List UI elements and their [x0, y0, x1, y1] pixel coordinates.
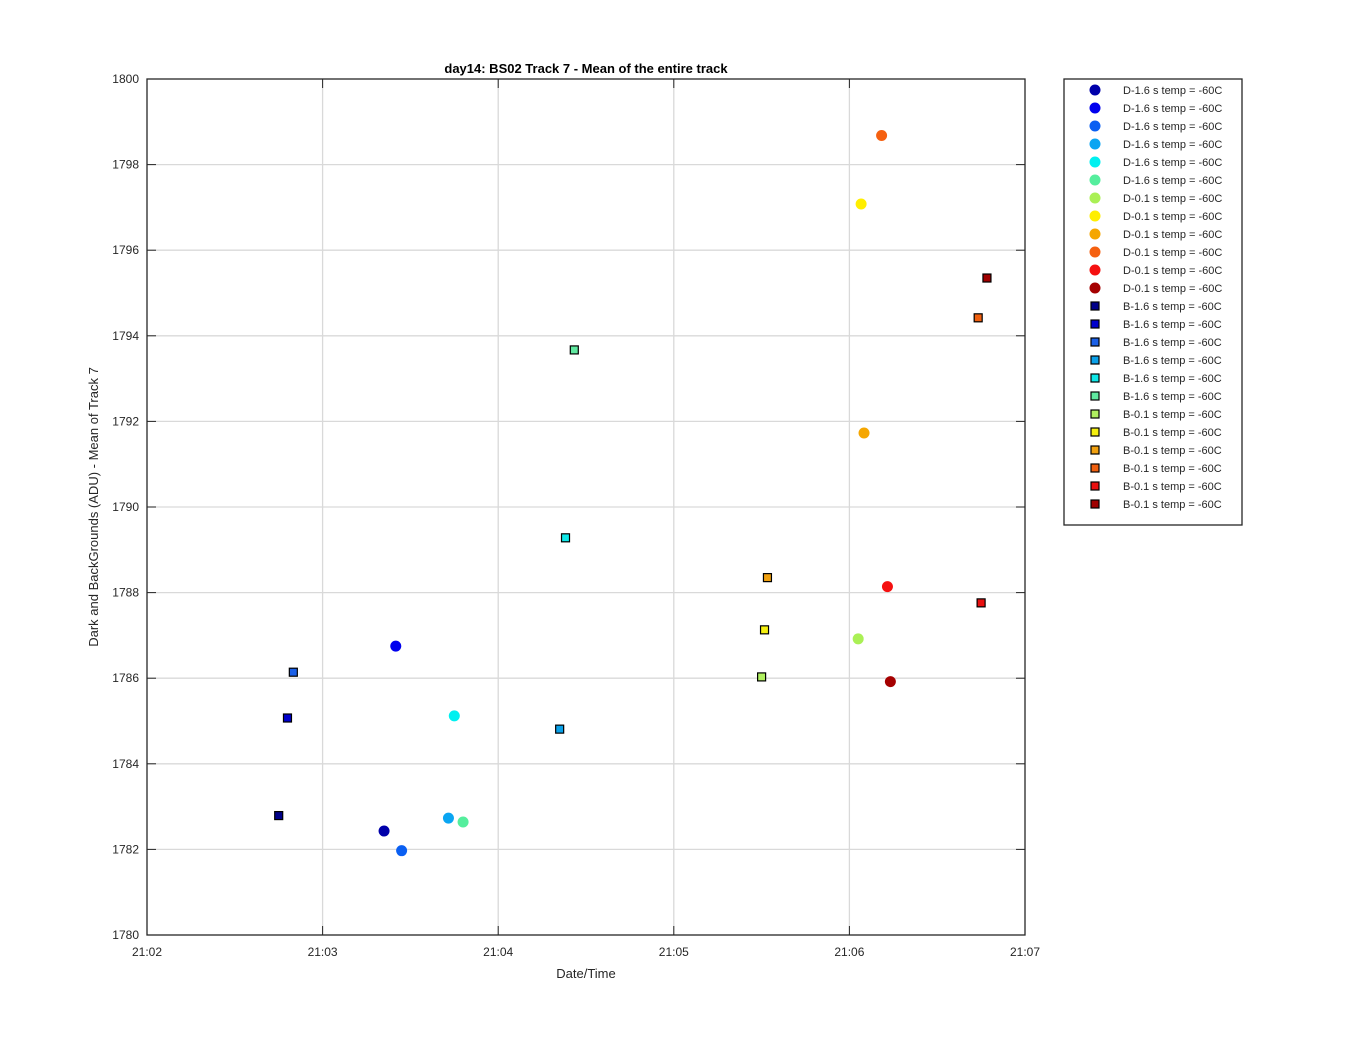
legend-entry: B-1.6 s temp = -60C: [1123, 373, 1222, 385]
legend-entry: B-1.6 s temp = -60C: [1123, 337, 1222, 349]
legend-entry: D-1.6 s temp = -60C: [1123, 157, 1222, 169]
data-point: [569, 345, 579, 355]
legend-marker: [1089, 228, 1101, 240]
data-point: [756, 672, 767, 682]
x-tick-label: 21:03: [308, 945, 338, 959]
data-point: [973, 313, 983, 323]
y-tick-label: 1792: [112, 414, 139, 428]
legend-marker: [1090, 481, 1100, 491]
data-point: [282, 713, 293, 723]
y-tick-label: 1800: [112, 72, 139, 86]
data-point: [759, 625, 770, 635]
data-point: [378, 825, 390, 837]
data-point: [876, 129, 888, 141]
y-tick-label: 1786: [112, 671, 139, 685]
legend-entry: D-1.6 s temp = -60C: [1123, 139, 1222, 151]
legend-entry: B-1.6 s temp = -60C: [1123, 391, 1222, 403]
data-point: [274, 810, 284, 821]
axis-ticks: 21:02 21:03 21:04 21:05 21:06 21:07 1780 1782 17…: [112, 72, 1040, 959]
data-point: [976, 598, 986, 608]
legend-entry: D-0.1 s temp = -60C: [1123, 247, 1222, 259]
legend-marker: [1089, 210, 1101, 222]
data-point: [982, 273, 992, 283]
legend-marker: [1089, 174, 1101, 186]
data-point: [442, 812, 454, 824]
x-axis-label: Date/Time: [556, 966, 615, 981]
data-point: [390, 640, 402, 652]
legend-entry: B-0.1 s temp = -60C: [1123, 427, 1222, 439]
y-tick-label: 1780: [112, 928, 139, 942]
legend-marker: [1089, 84, 1101, 96]
legend-entry: D-0.1 s temp = -60C: [1123, 265, 1222, 277]
plot-frame: [146, 78, 1026, 936]
legend-entry: B-0.1 s temp = -60C: [1123, 463, 1222, 475]
data-point: [762, 573, 773, 583]
legend-marker: [1090, 301, 1100, 311]
legend-marker: [1090, 319, 1100, 329]
y-tick-label: 1794: [112, 329, 139, 343]
legend-entry: D-0.1 s temp = -60C: [1123, 211, 1222, 223]
legend: D-1.6 s temp = -60C D-1.6 s temp = -60C D-…: [1063, 78, 1243, 526]
legend-entry: D-1.6 s temp = -60C: [1123, 103, 1222, 115]
y-tick-label: 1788: [112, 586, 139, 600]
legend-entry: B-0.1 s temp = -60C: [1123, 445, 1222, 457]
legend-marker: [1090, 391, 1100, 401]
legend-marker: [1089, 192, 1101, 204]
y-tick-label: 1790: [112, 500, 139, 514]
data-point: [858, 427, 870, 439]
legend-marker: [1090, 355, 1100, 365]
y-tick-label: 1782: [112, 842, 139, 856]
data-point: [560, 533, 571, 543]
x-tick-label: 21:04: [483, 945, 513, 959]
data-point: [852, 633, 864, 645]
legend-entry: B-1.6 s temp = -60C: [1123, 319, 1222, 331]
legend-marker: [1089, 102, 1101, 114]
legend-entry: D-1.6 s temp = -60C: [1123, 121, 1222, 133]
legend-entry: D-1.6 s temp = -60C: [1123, 175, 1222, 187]
legend-entry: B-1.6 s temp = -60C: [1123, 301, 1222, 313]
legend-marker: [1089, 282, 1101, 294]
legend-marker: [1090, 499, 1100, 509]
y-tick-label: 1796: [112, 243, 139, 257]
data-point: [881, 581, 893, 593]
data-point: [457, 816, 469, 828]
data-point: [555, 724, 565, 734]
legend-marker: [1089, 246, 1101, 258]
legend-marker: [1090, 463, 1100, 473]
legend-entry: B-0.1 s temp = -60C: [1123, 499, 1222, 511]
legend-entry: B-0.1 s temp = -60C: [1123, 481, 1222, 493]
legend-entry: D-0.1 s temp = -60C: [1123, 193, 1222, 205]
legend-entry: B-0.1 s temp = -60C: [1123, 409, 1222, 421]
legend-marker: [1089, 264, 1101, 276]
legend-entry: D-1.6 s temp = -60C: [1123, 85, 1222, 97]
data-point: [855, 198, 867, 210]
y-tick-label: 1784: [112, 757, 139, 771]
x-tick-label: 21:05: [659, 945, 689, 959]
legend-marker: [1090, 409, 1100, 419]
legend-marker: [1090, 373, 1100, 383]
data-point: [288, 667, 298, 677]
data-points: [274, 129, 992, 857]
legend-marker: [1089, 156, 1101, 168]
y-tick-label: 1798: [112, 158, 139, 172]
legend-entry: D-0.1 s temp = -60C: [1123, 229, 1222, 241]
legend-marker: [1090, 337, 1100, 347]
data-point: [884, 676, 896, 688]
grid-lines: [147, 79, 1025, 935]
y-axis-label: Dark and BackGrounds (ADU) - Mean of Tra…: [86, 367, 101, 647]
legend-marker: [1089, 120, 1101, 132]
x-tick-label: 21:07: [1010, 945, 1040, 959]
data-point: [448, 710, 460, 722]
x-tick-label: 21:02: [132, 945, 162, 959]
legend-entry: B-1.6 s temp = -60C: [1123, 355, 1222, 367]
legend-marker: [1090, 427, 1100, 437]
legend-marker: [1089, 138, 1101, 150]
data-point: [396, 845, 408, 857]
chart-title: day14: BS02 Track 7 - Mean of the entire…: [444, 61, 728, 76]
legend-entry: D-0.1 s temp = -60C: [1123, 283, 1222, 295]
x-tick-label: 21:06: [834, 945, 864, 959]
legend-marker: [1090, 445, 1100, 455]
